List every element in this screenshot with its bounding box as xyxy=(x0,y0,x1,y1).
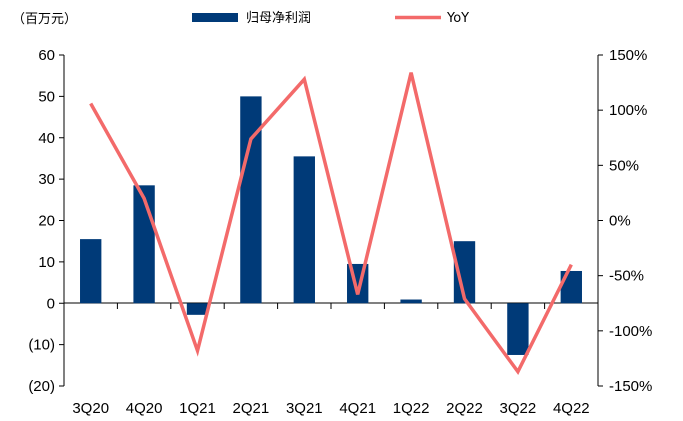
left-tick-label: 40 xyxy=(38,130,55,147)
bar-3Q22 xyxy=(507,303,529,355)
right-axis-ticks: -150% -100% -50% 0% 50% 100% 150% xyxy=(598,47,652,395)
x-tick-label: 4Q22 xyxy=(553,400,590,417)
x-axis-ticks: 3Q20 4Q20 1Q21 2Q21 3Q21 4Q21 1Q22 2Q22 3Q22 4Q22 xyxy=(63,303,599,417)
x-tick-label: 3Q22 xyxy=(500,400,537,417)
bar-1Q21 xyxy=(186,303,209,315)
x-tick-label: 4Q21 xyxy=(339,400,376,417)
bar-2Q22 xyxy=(453,241,476,304)
right-tick-label: 0% xyxy=(609,213,631,230)
left-tick-label: 0 xyxy=(47,295,55,312)
bar-1Q22 xyxy=(400,299,422,304)
right-tick-label: 50% xyxy=(609,157,639,174)
x-tick-label: 2Q21 xyxy=(233,400,270,417)
yoy-line-series xyxy=(89,72,573,376)
left-tick-label: (20) xyxy=(28,378,55,395)
x-tick-label: 1Q22 xyxy=(393,400,430,417)
right-tick-label: -150% xyxy=(609,378,652,395)
bar-3Q21 xyxy=(293,156,315,304)
left-tick-label: 10 xyxy=(38,254,55,271)
left-axis-ticks: (20) (10) 0 10 20 30 40 50 60 xyxy=(28,47,64,395)
left-tick-label: 20 xyxy=(38,213,55,230)
left-tick-label: 60 xyxy=(38,47,55,64)
bar-series xyxy=(80,96,582,355)
left-tick-label: (10) xyxy=(28,337,55,354)
x-tick-label: 3Q20 xyxy=(72,400,109,417)
right-tick-label: -50% xyxy=(609,268,644,285)
legend: 归母净利润 YoY xyxy=(192,11,469,26)
x-tick-label: 3Q21 xyxy=(286,400,323,417)
right-tick-label: -100% xyxy=(609,323,652,340)
bar-3Q20 xyxy=(80,239,102,304)
yoy-line xyxy=(89,72,573,376)
x-tick-label: 2Q22 xyxy=(446,400,483,417)
right-tick-label: 150% xyxy=(609,47,647,64)
legend-label-line: YoY xyxy=(446,11,469,26)
bar-2Q21 xyxy=(240,96,262,304)
left-tick-label: 50 xyxy=(38,88,55,105)
legend-label-bar: 归母净利润 xyxy=(246,11,311,26)
x-tick-label: 1Q21 xyxy=(179,400,216,417)
left-tick-label: 30 xyxy=(38,171,55,188)
unit-label: （百万元） xyxy=(12,12,77,27)
x-tick-label: 4Q20 xyxy=(126,400,163,417)
right-tick-label: 100% xyxy=(609,102,647,119)
legend-swatch-bar xyxy=(192,13,238,22)
